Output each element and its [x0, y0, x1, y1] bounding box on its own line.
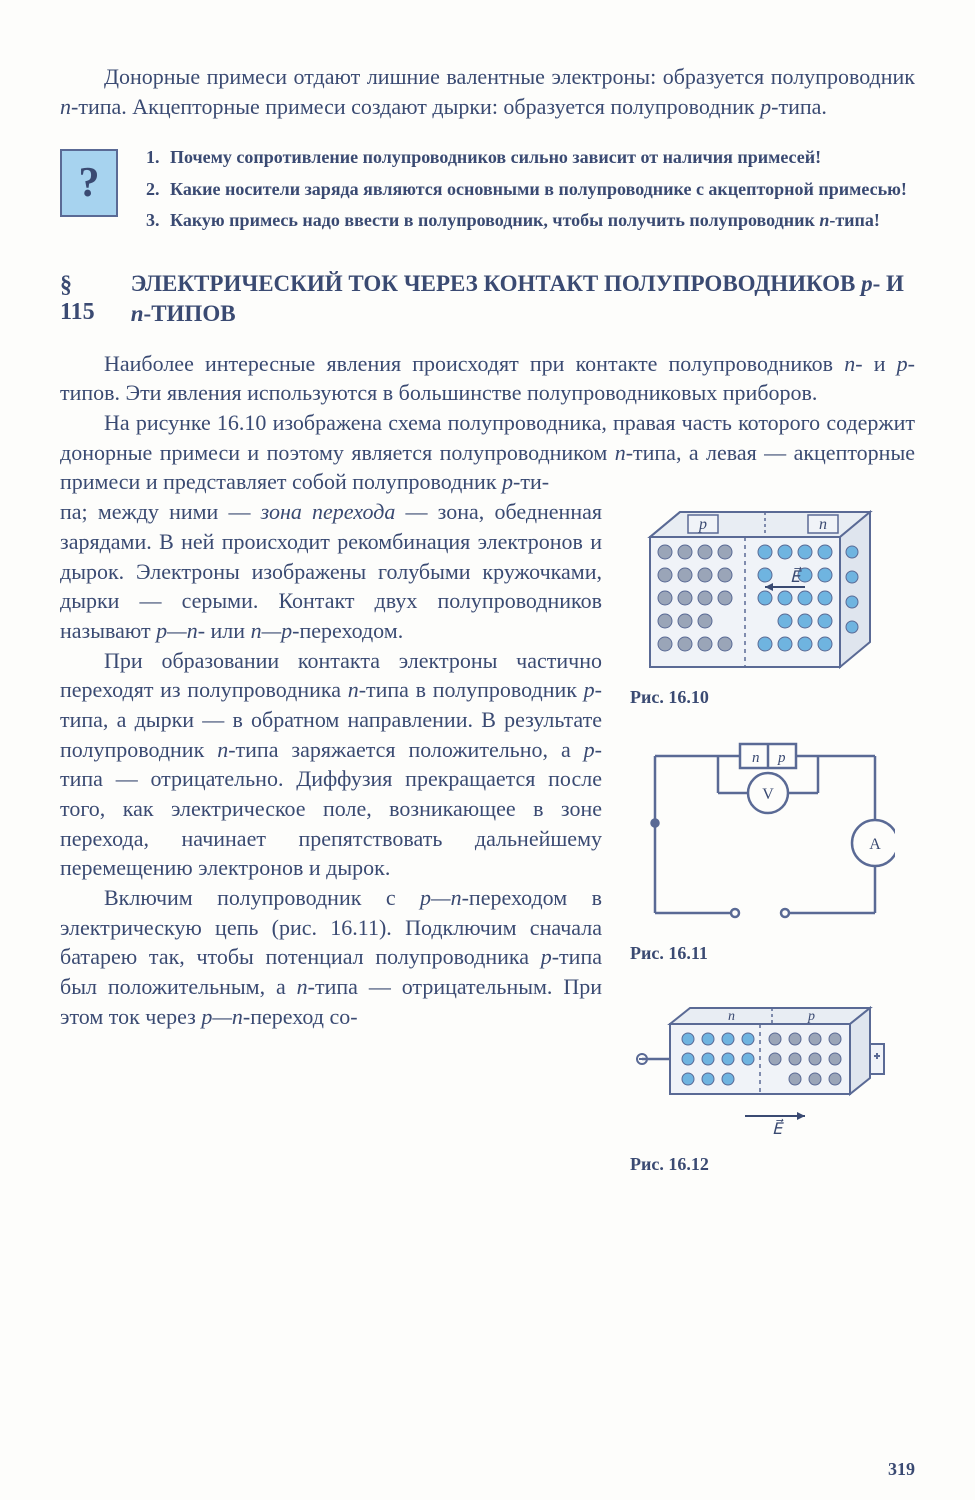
svg-text:E⃗: E⃗	[772, 1118, 784, 1138]
figure-column: p n	[630, 497, 915, 1205]
question-box-icon: ?	[60, 149, 118, 217]
question-list: 1. Почему сопротивление полупроводников …	[146, 145, 915, 239]
paragraph: При образовании контакта электроны части…	[60, 646, 602, 884]
section-title: ЭЛЕКТРИЧЕСКИЙ ТОК ЧЕРЕЗ КОНТАКТ ПОЛУПРОВ…	[131, 269, 915, 329]
question-item: 1. Почему сопротивление полупроводников …	[146, 145, 915, 170]
question-item: 2. Какие носители заряда являются основн…	[146, 177, 915, 202]
svg-text:V: V	[762, 786, 774, 803]
question-text: Почему сопротивление полупроводников сил…	[170, 145, 915, 170]
question-text: Какую примесь надо ввести в полупроводни…	[170, 208, 915, 233]
svg-text:n: n	[819, 516, 827, 533]
figure-16-12: n p	[630, 994, 915, 1175]
svg-text:n: n	[752, 750, 760, 766]
paragraph: па; между ними — зона перехода — зона, о…	[60, 497, 602, 645]
figure-16-11: n p V A Рис. 16.11	[630, 738, 915, 964]
circuit-diagram: n p V A	[630, 738, 895, 933]
figure-caption: Рис. 16.12	[630, 1154, 915, 1175]
question-text: Какие носители заряда являются основными…	[170, 177, 915, 202]
svg-text:p: p	[777, 750, 786, 766]
intro-paragraph: Донорные примеси отдают лишние валентные…	[60, 62, 915, 121]
question-number: 1.	[146, 145, 170, 170]
svg-text:n: n	[728, 1009, 735, 1024]
text-column: па; между ними — зона перехода — зона, о…	[60, 497, 602, 1205]
paragraph: На рисунке 16.10 изображена схема полупр…	[60, 408, 915, 497]
page: Донорные примеси отдают лишние валентные…	[0, 0, 975, 1500]
question-number: 3.	[146, 208, 170, 233]
section-heading: § 115 ЭЛЕКТРИЧЕСКИЙ ТОК ЧЕРЕЗ КОНТАКТ ПО…	[60, 269, 915, 329]
svg-text:p: p	[698, 516, 707, 533]
figure-caption: Рис. 16.11	[630, 943, 915, 964]
paragraph: Наиболее интересные явления происходят п…	[60, 349, 915, 408]
section-number: § 115	[60, 272, 107, 326]
diagram-pn-block: p n	[630, 497, 895, 677]
figure-16-10: p n	[630, 497, 915, 708]
questions-block: ? 1. Почему сопротивление полупроводнико…	[60, 145, 915, 239]
svg-text:A: A	[869, 836, 881, 853]
question-number: 2.	[146, 177, 170, 202]
question-item: 3. Какую примесь надо ввести в полупрово…	[146, 208, 915, 233]
paragraph: Включим полупроводник с p—n-переходом в …	[60, 883, 602, 1031]
two-column-region: па; между ними — зона перехода — зона, о…	[60, 497, 915, 1205]
svg-text:p: p	[807, 1009, 815, 1024]
page-number: 319	[888, 1459, 915, 1480]
question-mark-icon: ?	[79, 159, 100, 207]
figure-caption: Рис. 16.10	[630, 687, 915, 708]
diagram-pn-bias: n p	[630, 994, 895, 1144]
